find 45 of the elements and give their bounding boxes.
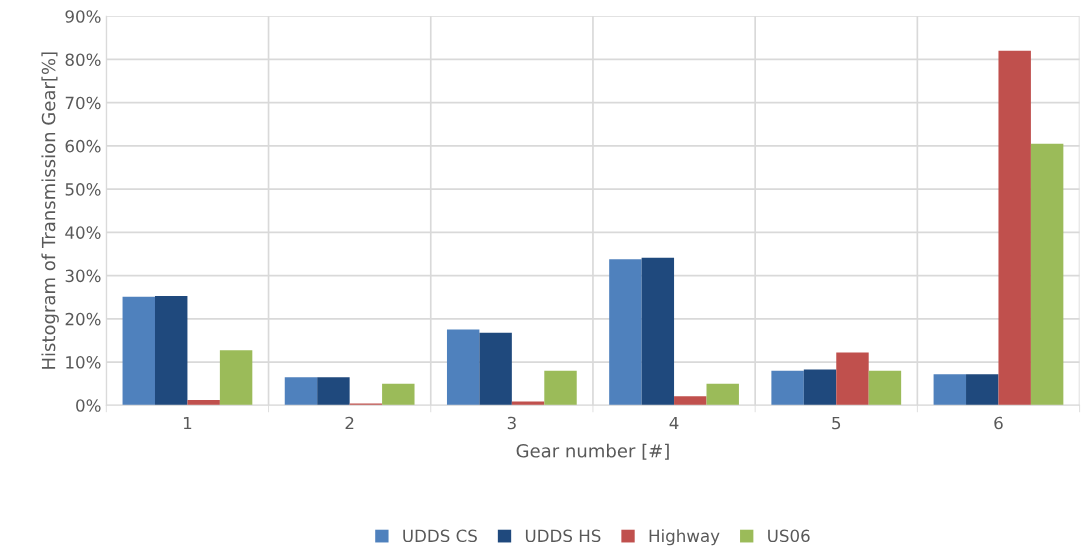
bar — [446, 329, 480, 406]
bar — [868, 370, 902, 406]
x-tick-label: 5 — [832, 416, 841, 430]
legend-label: US06 — [768, 529, 810, 543]
bar — [382, 383, 415, 406]
y-axis-title: Histogram of Transmission Gear[%] — [41, 52, 59, 369]
y-tick-label: 70% — [65, 96, 101, 110]
x-axis-title: Gear number [#] — [516, 443, 669, 460]
y-tick-label: 10% — [66, 356, 101, 369]
bar — [771, 370, 804, 406]
x-tick-label: 4 — [669, 416, 679, 430]
bar — [511, 401, 545, 406]
bar — [706, 383, 739, 406]
x-tick-label: 6 — [994, 416, 1003, 430]
y-tick-label: 0% — [76, 399, 101, 412]
bar — [187, 400, 220, 406]
bar — [284, 377, 318, 406]
bar — [641, 257, 675, 406]
y-tick-label: 30% — [65, 269, 101, 283]
bar — [674, 396, 707, 406]
bar — [1030, 143, 1064, 406]
x-tick-label: 3 — [507, 416, 516, 430]
bar — [122, 296, 155, 406]
bar — [998, 50, 1031, 406]
x-tick-label: 2 — [345, 416, 354, 430]
legend-label: UDDS HS — [525, 529, 601, 543]
bar — [933, 374, 967, 406]
y-tick-label: 50% — [65, 183, 101, 196]
bar — [154, 295, 188, 406]
bar — [544, 370, 577, 406]
bar — [219, 350, 253, 406]
y-tick-label: 20% — [65, 312, 101, 326]
bar — [609, 259, 642, 406]
x-tick-label: 1 — [183, 416, 192, 430]
legend-label: UDDS CS — [403, 529, 477, 543]
legend-label: Highway — [649, 529, 720, 546]
bar — [836, 352, 869, 406]
bar — [479, 332, 512, 406]
y-tick-label: 60% — [65, 139, 101, 153]
bar — [966, 374, 999, 406]
bar — [803, 369, 837, 406]
bar — [317, 377, 350, 406]
y-tick-label: 90% — [65, 10, 101, 23]
y-tick-label: 80% — [65, 53, 101, 67]
y-tick-label: 40% — [65, 226, 101, 239]
